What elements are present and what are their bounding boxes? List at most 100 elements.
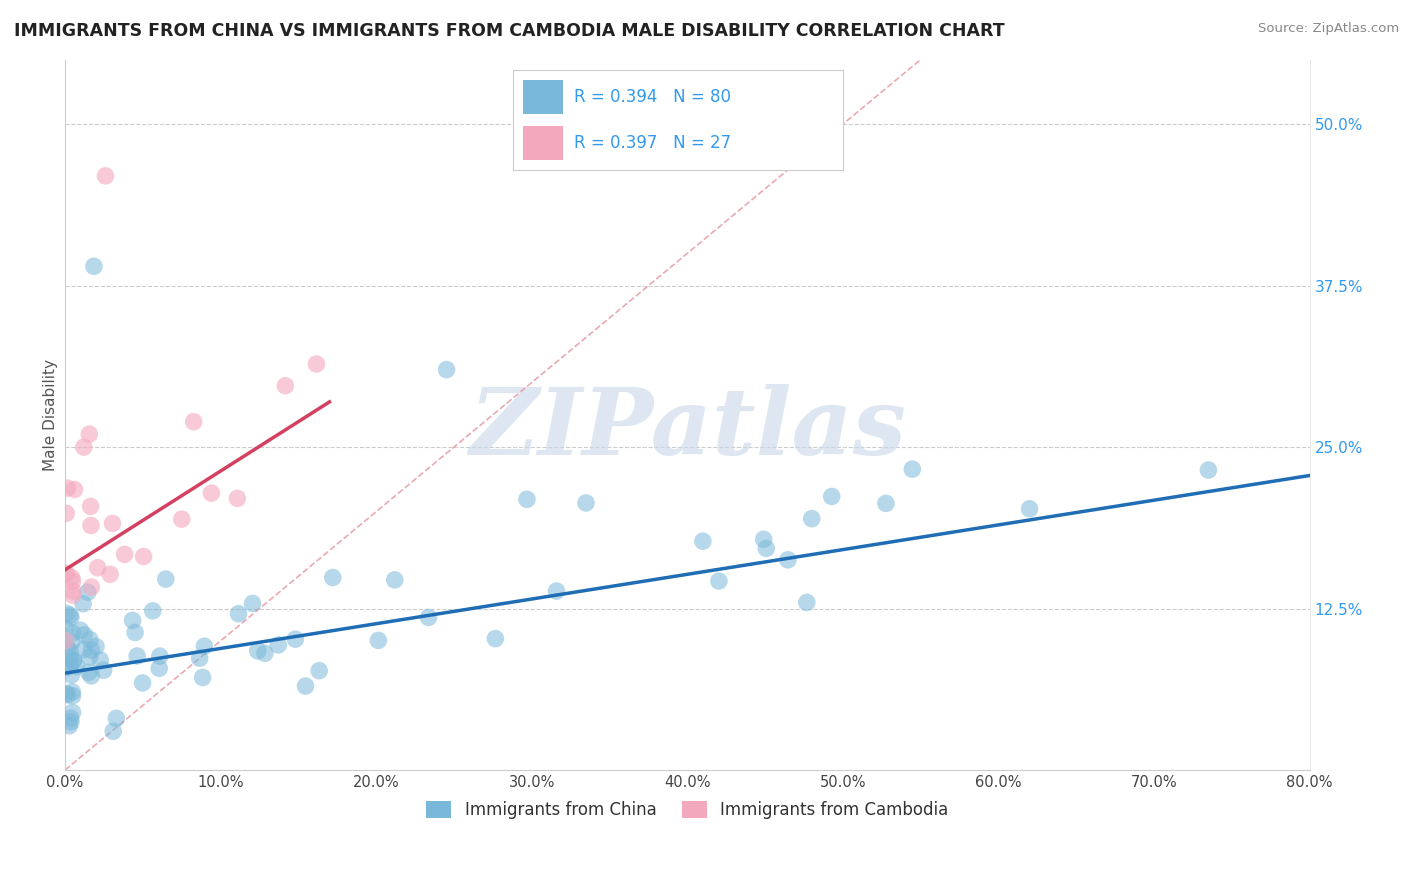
- Point: [142, 604, 165, 618]
- Point: [80, 643, 103, 657]
- Point: [821, 490, 844, 504]
- Point: [53, 621, 76, 635]
- Point: [63, 483, 86, 497]
- Point: [59, 651, 82, 665]
- Point: [418, 610, 440, 624]
- Point: [62, 584, 84, 599]
- Point: [131, 676, 153, 690]
- Point: [60, 571, 83, 585]
- Point: [267, 638, 290, 652]
- Point: [253, 646, 276, 660]
- Text: Source: ZipAtlas.com: Source: ZipAtlas.com: [1258, 22, 1399, 36]
- Point: [56, 481, 79, 495]
- Point: [170, 512, 193, 526]
- Point: [191, 670, 214, 684]
- Point: [752, 533, 775, 547]
- Point: [246, 644, 269, 658]
- Point: [60, 685, 83, 699]
- Point: [55, 660, 77, 674]
- Point: [516, 492, 538, 507]
- Point: [86, 560, 108, 574]
- Point: [83, 259, 105, 273]
- Point: [305, 357, 328, 371]
- Point: [59, 608, 82, 623]
- Point: [69, 624, 91, 638]
- Point: [200, 486, 222, 500]
- Point: [103, 724, 125, 739]
- Point: [148, 661, 170, 675]
- Point: [546, 584, 568, 599]
- Point: [80, 518, 103, 533]
- Point: [93, 663, 115, 677]
- Point: [800, 511, 823, 525]
- Point: [114, 547, 136, 561]
- Point: [79, 632, 101, 647]
- Point: [55, 686, 77, 700]
- Point: [188, 651, 211, 665]
- Text: ZIPatlas: ZIPatlas: [468, 384, 905, 474]
- Point: [101, 516, 124, 531]
- Point: [55, 566, 77, 581]
- Point: [294, 679, 316, 693]
- Point: [796, 595, 818, 609]
- Point: [94, 169, 117, 183]
- Point: [692, 534, 714, 549]
- Point: [62, 574, 84, 589]
- Point: [484, 632, 506, 646]
- Point: [55, 607, 77, 621]
- Text: IMMIGRANTS FROM CHINA VS IMMIGRANTS FROM CAMBODIA MALE DISABILITY CORRELATION CH: IMMIGRANTS FROM CHINA VS IMMIGRANTS FROM…: [14, 22, 1005, 40]
- Point: [73, 440, 96, 454]
- Point: [367, 633, 389, 648]
- Point: [384, 573, 406, 587]
- Legend: Immigrants from China, Immigrants from Cambodia: Immigrants from China, Immigrants from C…: [420, 794, 955, 826]
- Point: [59, 644, 82, 658]
- Point: [62, 654, 84, 668]
- Point: [242, 597, 264, 611]
- Point: [60, 635, 83, 649]
- Point: [436, 362, 458, 376]
- Point: [73, 628, 96, 642]
- Point: [62, 653, 84, 667]
- Point: [53, 633, 76, 648]
- Point: [308, 664, 330, 678]
- Point: [59, 610, 82, 624]
- Point: [79, 500, 101, 514]
- Point: [59, 714, 82, 729]
- Point: [59, 711, 82, 725]
- Point: [274, 378, 297, 392]
- Point: [53, 567, 76, 582]
- Point: [62, 689, 84, 703]
- Point: [80, 580, 103, 594]
- Point: [322, 570, 344, 584]
- Point: [76, 585, 98, 599]
- Point: [73, 642, 96, 657]
- Point: [84, 640, 107, 654]
- Point: [59, 659, 82, 673]
- Point: [66, 659, 89, 673]
- Point: [707, 574, 730, 588]
- Point: [183, 415, 205, 429]
- Point: [62, 626, 84, 640]
- Point: [1018, 501, 1040, 516]
- Point: [60, 668, 83, 682]
- Point: [121, 614, 143, 628]
- Point: [79, 649, 101, 664]
- Point: [58, 719, 80, 733]
- Point: [124, 625, 146, 640]
- Point: [98, 567, 121, 582]
- Point: [80, 669, 103, 683]
- Point: [127, 648, 149, 663]
- Point: [72, 597, 94, 611]
- Point: [226, 491, 249, 506]
- Point: [193, 639, 215, 653]
- Point: [155, 572, 177, 586]
- Point: [62, 706, 84, 720]
- Point: [77, 665, 100, 680]
- Point: [149, 649, 172, 664]
- Point: [132, 549, 155, 564]
- Point: [1197, 463, 1219, 477]
- Point: [875, 496, 897, 510]
- Point: [79, 427, 101, 442]
- Point: [284, 632, 307, 647]
- Point: [56, 688, 79, 702]
